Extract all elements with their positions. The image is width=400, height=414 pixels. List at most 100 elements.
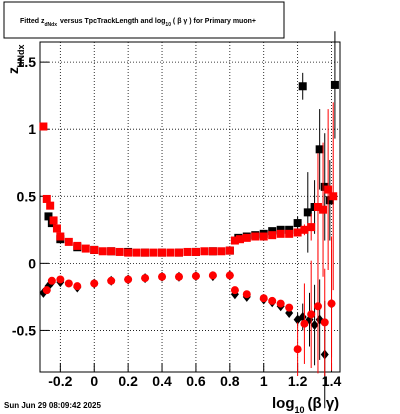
marker [268, 296, 277, 305]
marker [330, 80, 339, 89]
title-part: Fitted z [20, 18, 45, 25]
marker [285, 229, 294, 238]
x-tick-label: 1.4 [322, 373, 342, 389]
marker [44, 212, 53, 221]
marker [141, 274, 150, 283]
marker [174, 272, 183, 281]
y-label-part: z [5, 67, 21, 74]
marker [39, 122, 48, 131]
marker [327, 299, 336, 308]
x-axis-label: log10 (β γ) [272, 395, 339, 414]
x-tick-label: 1.2 [288, 373, 308, 389]
title-part: ( β γ ) for Primary muon+ [171, 18, 256, 25]
marker [268, 227, 277, 236]
marker [320, 318, 329, 327]
marker [329, 192, 338, 201]
marker [276, 225, 285, 234]
marker [276, 229, 285, 238]
marker [73, 282, 82, 291]
marker [158, 272, 167, 281]
marker [174, 248, 183, 257]
marker [285, 225, 294, 234]
marker [64, 279, 73, 288]
marker [242, 290, 251, 299]
marker [56, 275, 65, 284]
marker [303, 208, 312, 217]
marker [90, 279, 99, 288]
title-part: versus TpcTrackLength and log [60, 18, 165, 25]
y-label-sub: dNdx [16, 45, 26, 68]
marker [259, 294, 268, 303]
marker [56, 232, 65, 241]
x-label-sub: 10 [295, 405, 305, 414]
marker [191, 272, 200, 281]
marker [293, 228, 302, 237]
marker [217, 247, 226, 256]
marker [285, 303, 294, 312]
marker [225, 246, 234, 255]
marker [115, 247, 124, 256]
frame [39, 41, 341, 373]
marker [183, 247, 192, 256]
x-label-part: (β γ) [308, 395, 340, 412]
marker [259, 232, 268, 241]
marker [132, 248, 141, 257]
marker [325, 196, 334, 205]
marker [276, 299, 285, 308]
marker [64, 237, 73, 246]
chart-title: Fitted zdNdx versus TpcTrackLength and lo… [20, 18, 256, 28]
marker [98, 247, 107, 256]
marker [293, 219, 302, 228]
y-tick-label: 1 [28, 121, 36, 137]
marker [319, 205, 328, 214]
marker [166, 248, 175, 257]
marker [230, 236, 239, 245]
timestamp: Sun Jun 29 08:09:42 2025 [4, 401, 101, 410]
marker [42, 194, 51, 203]
marker [251, 232, 260, 241]
plot-area: -0.2 0 0.2 0.4 0.6 0.8 1 1.2 1.4 -0.5 0 0.5 1 1.5 [12, 31, 342, 409]
marker [242, 233, 251, 242]
x-tick-label: 0.2 [118, 373, 138, 389]
y-tick-label: 0 [28, 255, 36, 271]
marker [141, 248, 150, 257]
marker [298, 82, 307, 91]
x-tick-label: 0.8 [220, 373, 240, 389]
title-box [3, 1, 285, 39]
marker [81, 244, 90, 253]
marker [313, 302, 322, 311]
marker [225, 271, 234, 280]
marker [46, 201, 55, 210]
marker [49, 216, 58, 225]
marker [313, 203, 322, 211]
marker [307, 310, 316, 319]
marker [124, 275, 133, 284]
marker [73, 241, 82, 250]
marker [300, 225, 309, 234]
marker [310, 320, 319, 331]
y-tick-label: -0.5 [12, 322, 36, 338]
y-axis-label: zdNdx [5, 45, 26, 75]
marker [107, 247, 116, 256]
marker [200, 247, 209, 256]
x-tick-label: -0.2 [48, 373, 72, 389]
y-tick-label: 0.5 [17, 188, 37, 204]
y-tick-label: 1.5 [17, 54, 37, 70]
marker [191, 247, 200, 256]
x-tick-label: 0 [90, 373, 98, 389]
x-tick-label: 1 [260, 373, 268, 389]
marker [208, 247, 217, 256]
marker [230, 286, 239, 295]
x-label-part: log [272, 395, 295, 412]
marker [90, 245, 99, 254]
marker [268, 231, 277, 240]
marker [293, 345, 302, 354]
marker [307, 223, 316, 232]
marker [324, 185, 333, 194]
marker [42, 286, 51, 295]
marker [149, 248, 158, 257]
marker [47, 276, 56, 285]
marker [52, 224, 61, 233]
x-tick-label: 0.4 [152, 373, 172, 389]
